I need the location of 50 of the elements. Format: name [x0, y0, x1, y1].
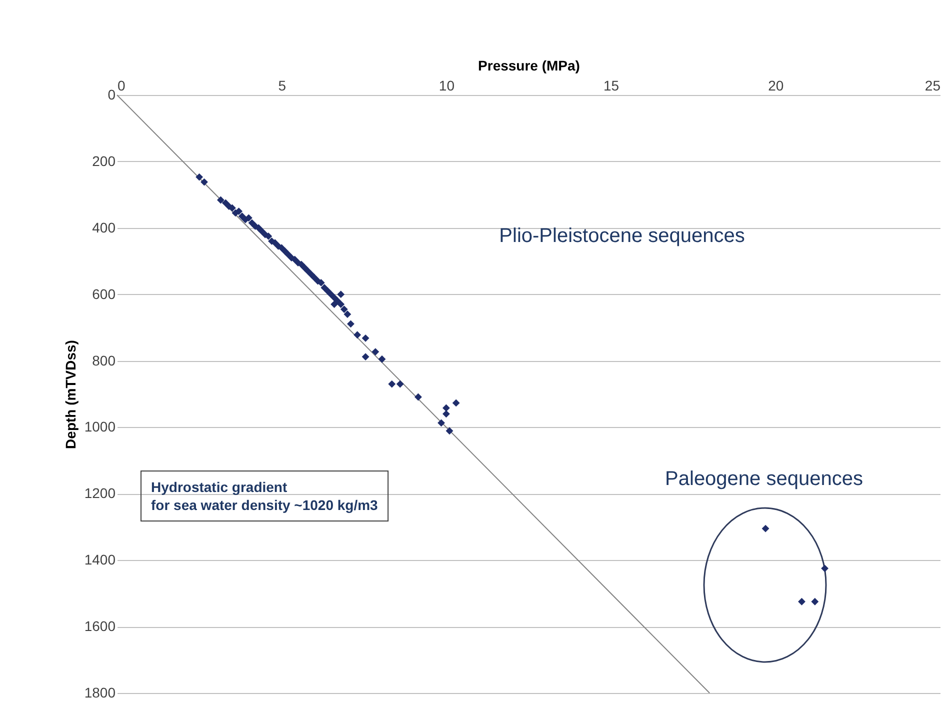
x-tick-label: 5: [278, 78, 286, 94]
y-tick-label: 1800: [84, 684, 116, 700]
point: [442, 404, 450, 412]
point: [372, 348, 380, 356]
y-tick-label: 400: [92, 219, 116, 236]
point: [222, 199, 230, 207]
point: [354, 331, 362, 339]
point: [396, 380, 404, 388]
point: [235, 208, 243, 215]
y-tick-label: 600: [92, 286, 116, 302]
point: [378, 355, 386, 363]
point: [388, 380, 396, 388]
point: [452, 399, 460, 407]
point: [330, 300, 338, 308]
y-tick-label: 1000: [84, 418, 116, 435]
y-tick-label: 1400: [84, 552, 116, 568]
point: [196, 173, 204, 181]
point: [228, 204, 236, 212]
x-tick-label: 15: [604, 78, 620, 94]
point: [200, 178, 208, 186]
point: [344, 310, 352, 318]
point: [216, 196, 224, 204]
x-tick-label: 25: [924, 78, 941, 94]
point: [811, 598, 819, 606]
annotation: Paleogene sequences: [665, 468, 863, 490]
point: [337, 290, 345, 298]
point: [798, 598, 806, 606]
point: [362, 334, 370, 342]
x-tick-label: 10: [438, 78, 455, 94]
point: [337, 300, 345, 308]
y-tick-label: 1600: [84, 618, 116, 634]
point: [340, 306, 348, 313]
point: [308, 270, 315, 278]
point: [324, 287, 332, 295]
annotation: Plio-Pleistocene sequences: [499, 225, 745, 247]
point: [362, 353, 370, 360]
y-axis-title: Depth (mTVDss): [62, 340, 78, 449]
x-axis-title: Pressure (MPa): [478, 58, 580, 74]
point: [762, 524, 770, 532]
point: [821, 564, 828, 572]
point: [347, 320, 354, 328]
point: [414, 393, 422, 401]
point: [442, 410, 450, 418]
y-tick-label: 1200: [84, 485, 116, 502]
point: [438, 419, 445, 427]
x-tick-label: 20: [768, 78, 784, 94]
annotation: Hydrostatic gradient for sea water density ~1020 kg/m3: [151, 479, 378, 513]
y-tick-label: 800: [92, 352, 116, 368]
point: [446, 427, 454, 435]
y-tick-label: 200: [92, 152, 116, 169]
